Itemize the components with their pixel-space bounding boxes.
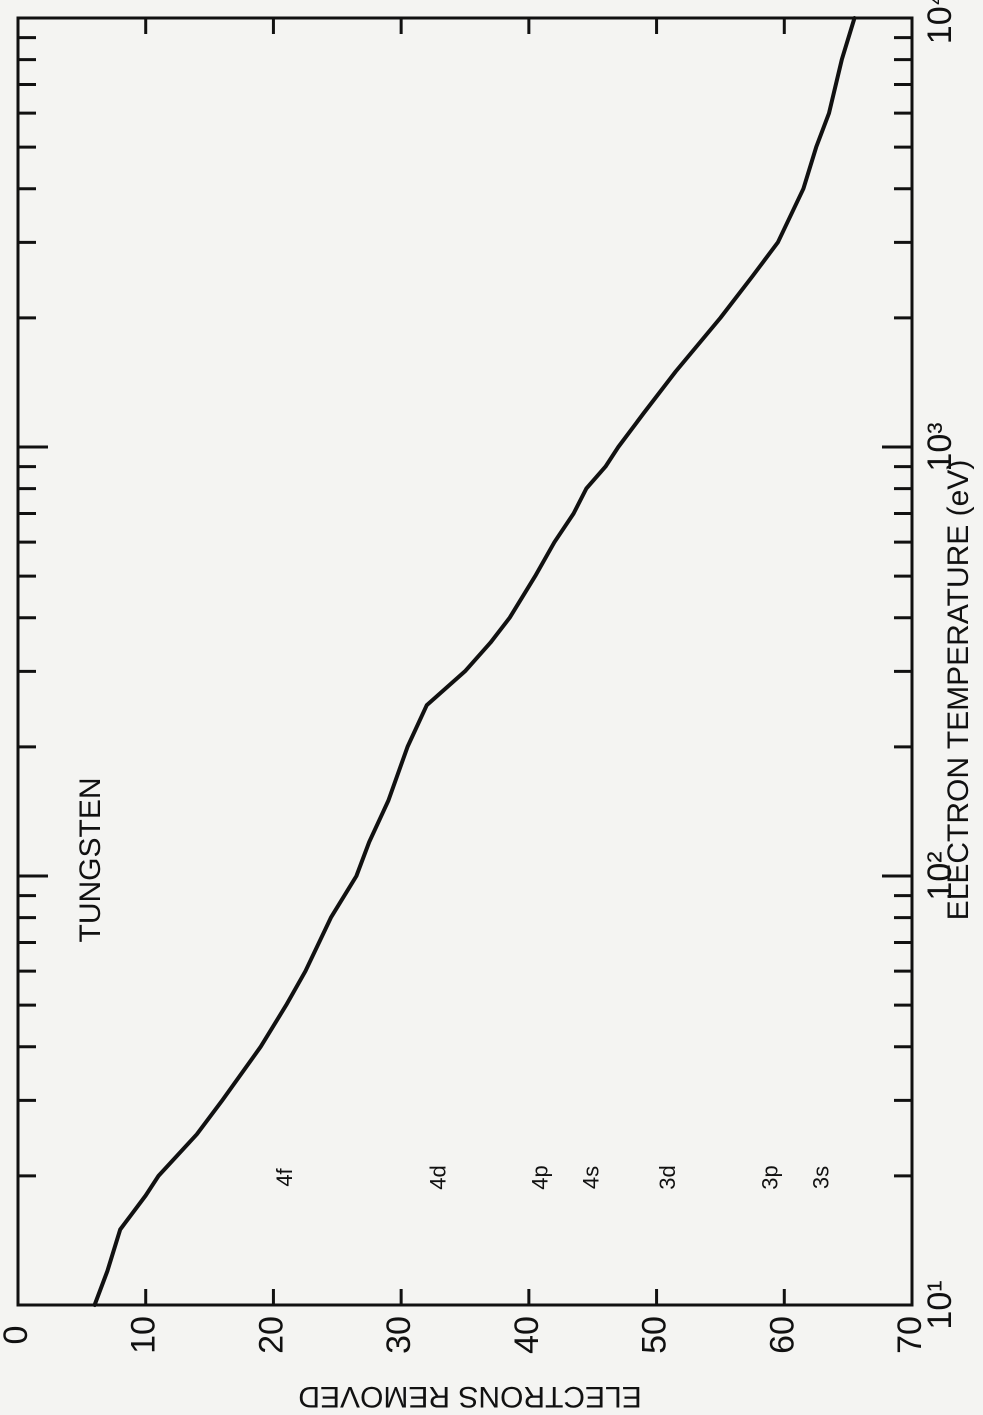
y-tick-label: 20 — [252, 1316, 290, 1354]
plot-frame — [16, 16, 914, 1307]
shell-label-3d: 3d — [655, 1165, 680, 1189]
x-tick-label: 10² — [921, 851, 959, 900]
y-tick-label: 50 — [636, 1316, 674, 1354]
x-axis-label: ELECTRON TEMPERATURE (eV) — [942, 460, 975, 921]
y-tick-label: 0 — [0, 1326, 35, 1345]
shell-label-4s: 4s — [579, 1166, 604, 1189]
series-line — [92, 16, 857, 1307]
y-tick-label: 30 — [380, 1316, 418, 1354]
x-tick-label: 10³ — [921, 422, 959, 471]
shell-label-4p: 4p — [527, 1165, 552, 1189]
shell-label-4d: 4d — [425, 1165, 450, 1189]
shell-label-3p: 3p — [757, 1165, 782, 1189]
shell-label-4f: 4f — [272, 1167, 297, 1186]
shell-label-3s: 3s — [808, 1166, 833, 1189]
y-tick-label: 40 — [508, 1316, 546, 1354]
x-tick-label: 10¹ — [921, 1280, 959, 1329]
chart-title: TUNGSTEN — [74, 778, 107, 943]
y-tick-label: 60 — [763, 1316, 801, 1354]
y-tick-label: 70 — [891, 1316, 929, 1354]
y-axis-label: ELECTRONS REMOVED — [298, 1380, 641, 1410]
x-tick-label: 10⁴ — [921, 0, 959, 44]
y-tick-label: 10 — [125, 1316, 163, 1354]
